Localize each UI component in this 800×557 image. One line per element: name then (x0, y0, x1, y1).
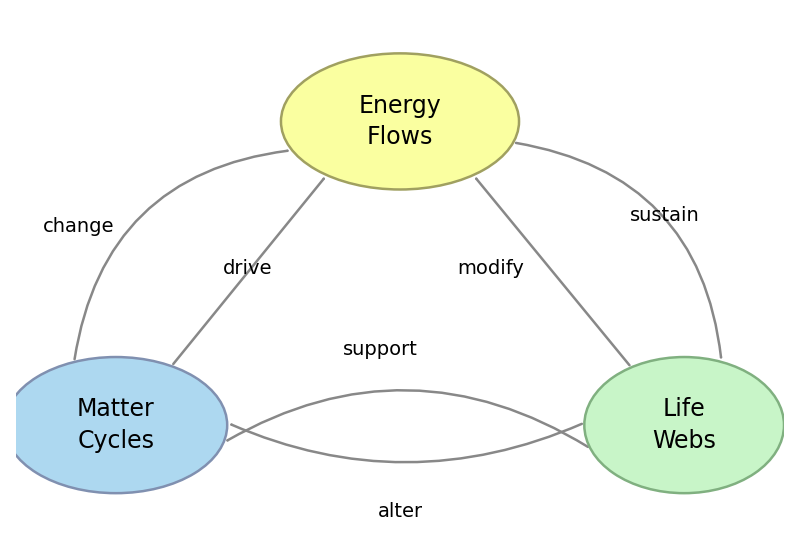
Text: sustain: sustain (630, 206, 700, 225)
Text: modify: modify (458, 258, 525, 277)
FancyArrowPatch shape (74, 151, 287, 359)
Text: Life
Webs: Life Webs (652, 397, 716, 453)
Text: Matter
Cycles: Matter Cycles (77, 397, 154, 453)
Ellipse shape (584, 357, 784, 493)
Text: drive: drive (223, 258, 273, 277)
Ellipse shape (5, 357, 227, 493)
Text: change: change (43, 217, 114, 236)
FancyArrowPatch shape (516, 143, 721, 357)
FancyArrowPatch shape (227, 390, 588, 447)
Text: support: support (343, 340, 418, 359)
Text: alter: alter (378, 502, 422, 521)
Ellipse shape (281, 53, 519, 189)
FancyArrowPatch shape (476, 179, 630, 365)
FancyArrowPatch shape (174, 179, 324, 364)
FancyArrowPatch shape (231, 424, 582, 462)
Text: Energy
Flows: Energy Flows (358, 94, 442, 149)
